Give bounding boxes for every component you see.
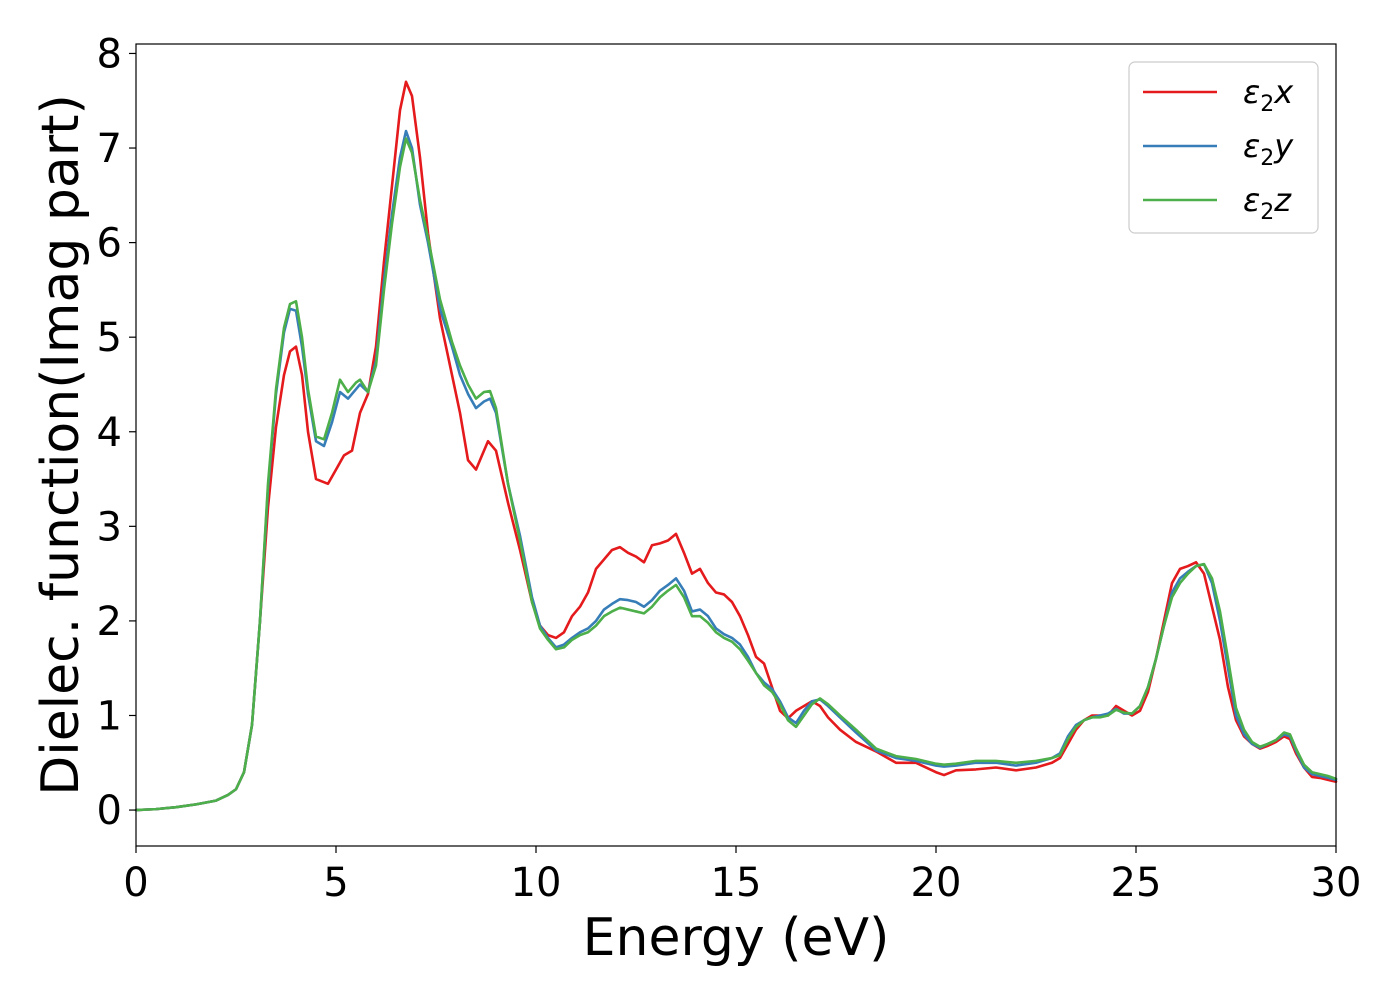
x-tick-label: 5 <box>323 860 348 906</box>
x-axis-title: Energy (eV) <box>583 908 890 968</box>
series-line-x <box>134 80 1338 812</box>
legend-label: ε2y <box>1243 127 1294 171</box>
y-tick-label: 8 <box>97 31 122 77</box>
y-tick-label: 2 <box>97 599 122 645</box>
legend: ε2x ε2y ε2z <box>1128 61 1319 234</box>
y-axis: 0 1 2 3 4 5 6 7 8 <box>97 31 136 834</box>
y-tick-label: 0 <box>97 788 122 834</box>
y-tick-label: 6 <box>97 221 122 267</box>
x-tick-label: 25 <box>1111 860 1162 906</box>
y-tick-label: 3 <box>97 504 122 550</box>
series-line-z <box>134 137 1338 812</box>
legend-box <box>1128 61 1319 234</box>
x-tick-label: 30 <box>1311 860 1362 906</box>
x-tick-label: 0 <box>123 860 148 906</box>
legend-label: ε2x <box>1243 73 1294 117</box>
x-tick-label: 10 <box>511 860 562 906</box>
legend-label: ε2z <box>1243 181 1292 225</box>
series-layer <box>134 80 1338 812</box>
x-tick-label: 20 <box>911 860 962 906</box>
y-tick-label: 1 <box>97 693 122 739</box>
y-tick-label: 4 <box>97 410 122 456</box>
x-axis: 0 5 10 15 20 25 30 <box>123 846 1361 906</box>
y-tick-label: 7 <box>97 126 122 172</box>
x-tick-label: 15 <box>711 860 762 906</box>
y-axis-title: Dielec. function(Imag part) <box>31 94 91 796</box>
y-tick-label: 5 <box>97 315 122 361</box>
